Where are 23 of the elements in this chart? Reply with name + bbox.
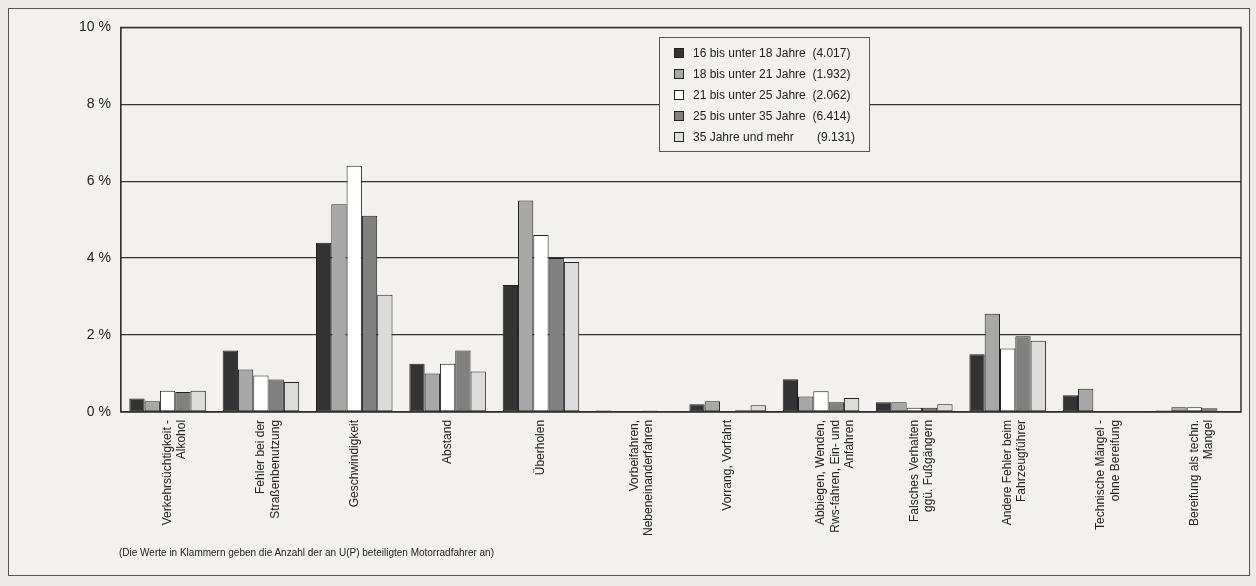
legend-label: 16 bis unter 18 Jahre (4.017) <box>693 45 851 60</box>
x-tick-label: Bereifung als techn. Mangel <box>1186 419 1216 526</box>
y-tick-label: 2 % <box>86 325 111 342</box>
x-tick-label: Abstand <box>439 419 454 464</box>
y-tick-label: 4 % <box>86 248 111 265</box>
y-tick-label: 8 % <box>86 95 111 112</box>
x-tick-label: Geschwindigkeit <box>346 419 361 508</box>
x-tick-label: Vorbeifahren, Nebeneinanderfahren <box>626 419 655 536</box>
x-tick-label: Vorrang, Vorfahrt <box>719 419 734 511</box>
x-tick-label: Technische Mängel - ohne Bereifung <box>1093 419 1122 530</box>
x-tick-label: Falsches Verhalten ggü. Fußgängern <box>906 419 936 522</box>
x-tick-label: Verkehrsüchtigkeit - Alkohol <box>159 419 189 526</box>
legend-label: 21 bis unter 25 Jahre (2.062) <box>693 87 851 102</box>
legend-label: 35 Jahre und mehr (9.131) <box>693 129 856 144</box>
y-tick-label: 0 % <box>86 402 111 419</box>
legend-label: 18 bis unter 21 Jahre (1.932) <box>693 66 851 81</box>
x-tick-label: Fehler bei der Straßenbenutzung <box>253 419 282 519</box>
x-tick-label: Abbiegen, Wenden, Rws-fahren, Ein- und Anfahren <box>813 419 857 533</box>
y-tick-label: 10 % <box>78 18 111 35</box>
y-tick-label: 6 % <box>86 172 111 189</box>
x-tick-label: Überholen <box>533 419 548 476</box>
legend-label: 25 bis unter 35 Jahre (6.414) <box>693 108 851 123</box>
text: (Die Werte in Klammern geben die Anzahl der an U(P) beteiligten Motorradfahrer an) <box>119 547 494 558</box>
